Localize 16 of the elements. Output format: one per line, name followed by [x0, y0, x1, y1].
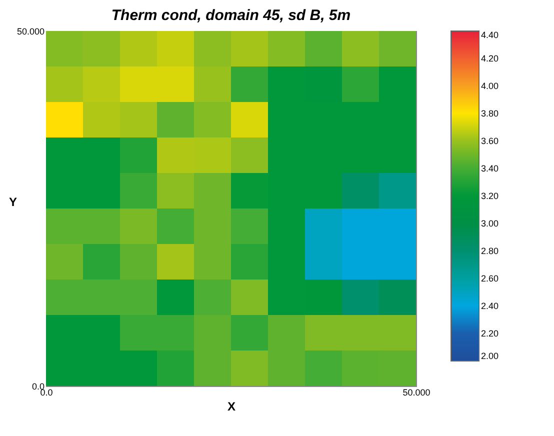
- color-bar-label: 3.80: [481, 108, 499, 118]
- chart-title: Therm cond, domain 45, sd B, 5m: [111, 7, 351, 24]
- color-bar-label: 2.00: [481, 351, 499, 361]
- color-bar-label: 3.60: [481, 136, 499, 146]
- color-bar-label: 3.40: [481, 164, 499, 174]
- x-axis-title: X: [227, 400, 236, 414]
- color-bar-label: 2.80: [481, 246, 499, 256]
- color-bar-label: 3.00: [481, 218, 499, 228]
- color-bar-label: 2.20: [481, 328, 499, 338]
- color-bar-label: 4.40: [481, 30, 499, 40]
- color-bar-label: 3.20: [481, 191, 499, 201]
- color-bar-label: 4.00: [481, 81, 499, 91]
- color-bar-label: 2.40: [481, 301, 499, 311]
- y-axis-title: Y: [8, 195, 17, 209]
- color-bar-label: 4.20: [481, 54, 499, 64]
- color-bar-label: 2.60: [481, 274, 499, 284]
